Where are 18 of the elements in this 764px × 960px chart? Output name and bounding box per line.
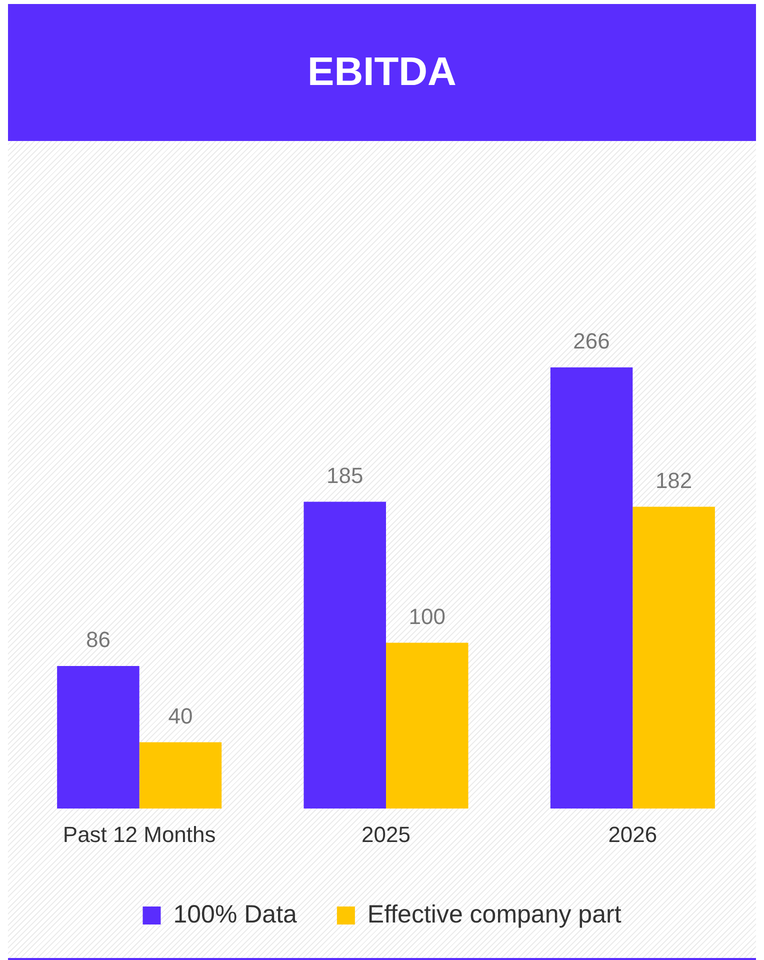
x-tick-label: 2025 (362, 822, 410, 847)
bar (304, 502, 386, 809)
data-label: 86 (86, 627, 110, 652)
data-label: 266 (573, 328, 610, 354)
legend-label: 100% Data (173, 900, 298, 928)
bar (386, 642, 468, 809)
bar (550, 367, 633, 809)
chart-title: EBITDA (8, 4, 756, 141)
bar (632, 506, 715, 809)
data-label: 40 (168, 703, 193, 728)
legend-label: Effective company part (367, 900, 622, 928)
x-tick-label: Past 12 Months (62, 822, 216, 847)
bar (57, 666, 140, 809)
data-label: 182 (655, 468, 692, 493)
x-tick-label: 2026 (608, 822, 658, 847)
bar (139, 742, 222, 809)
data-label: 100 (408, 604, 446, 629)
data-label: 185 (326, 462, 364, 488)
